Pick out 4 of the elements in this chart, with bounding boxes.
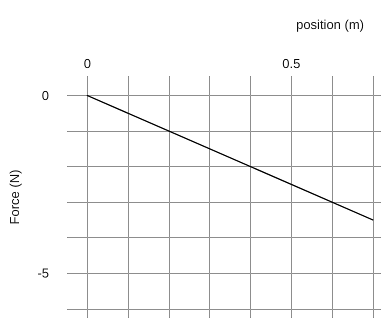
- x-axis-title: position (m): [296, 17, 364, 32]
- y-axis-title: Force (N): [7, 170, 22, 224]
- x-tick-label: 0.5: [282, 56, 300, 71]
- y-tick-label: -5: [37, 266, 49, 281]
